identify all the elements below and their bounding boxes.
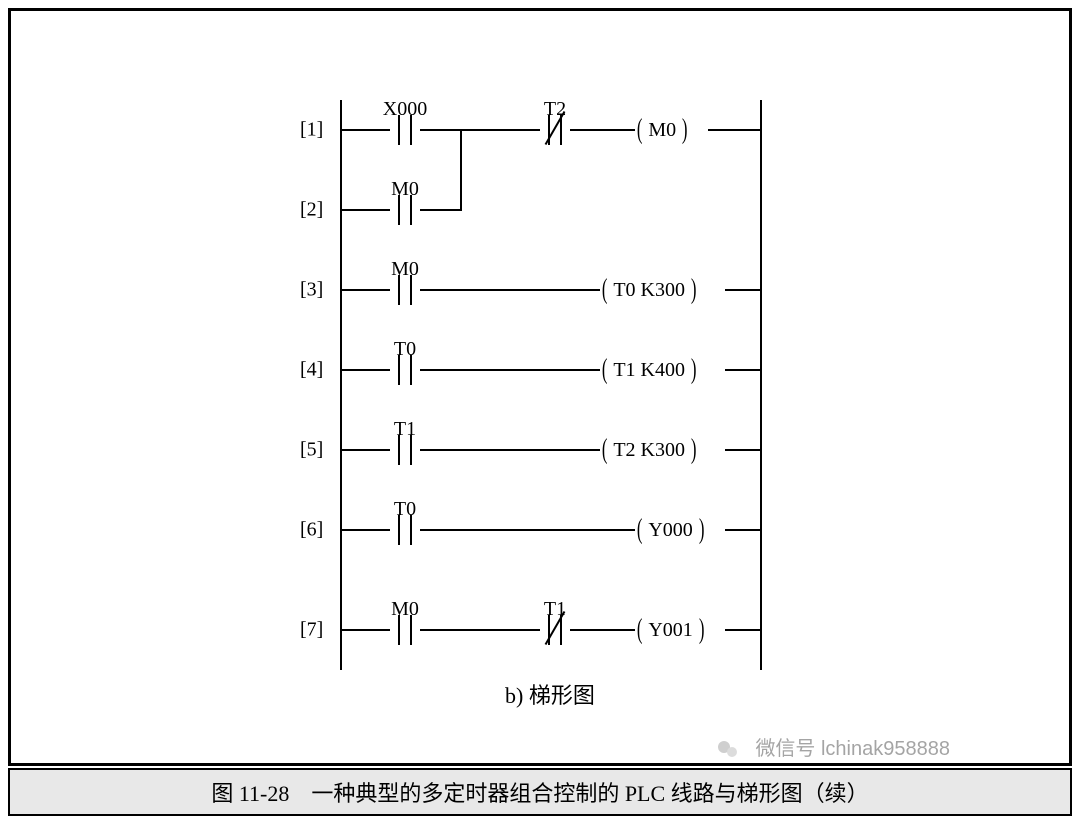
wechat-icon: [716, 737, 740, 761]
watermark-text: 微信号 lchinak958888: [755, 732, 950, 761]
wire: [725, 289, 760, 291]
paren-left-icon: (: [637, 516, 643, 544]
wire: [570, 129, 635, 131]
caption-text: 图 11-28 一种典型的多定时器组合控制的 PLC 线路与梯形图（续）: [211, 776, 868, 808]
wire: [725, 449, 760, 451]
rung-label: [6]: [300, 519, 323, 542]
rung-label: [2]: [300, 199, 323, 222]
coil-text: T1 K400: [609, 359, 689, 382]
wire: [725, 529, 760, 531]
contact-label: X000: [383, 98, 427, 121]
wire: [420, 369, 600, 371]
wire: [340, 209, 390, 211]
wire: [340, 629, 390, 631]
wire: [420, 129, 540, 131]
wire: [420, 529, 635, 531]
coil-text: Y000: [644, 519, 696, 542]
wire: [420, 209, 462, 211]
rail-right: [760, 100, 762, 670]
paren-right-icon: ): [682, 116, 688, 144]
rung-label: [7]: [300, 619, 323, 642]
rung-label: [3]: [300, 279, 323, 302]
wire: [570, 629, 635, 631]
coil: ( T1 K400 ): [600, 353, 698, 387]
paren-left-icon: (: [602, 276, 608, 304]
wire: [420, 289, 600, 291]
coil-text: T2 K300: [609, 439, 689, 462]
contact-label: T1: [394, 418, 416, 441]
coil: ( M0 ): [635, 113, 689, 147]
coil-text: M0: [644, 119, 680, 142]
wire: [708, 129, 760, 131]
contact-label: T2: [544, 98, 566, 121]
wire: [460, 129, 462, 211]
contact-label: T0: [394, 498, 416, 521]
paren-left-icon: (: [637, 616, 643, 644]
paren-left-icon: (: [602, 356, 608, 384]
paren-right-icon: ): [699, 516, 705, 544]
rung-label: [4]: [300, 359, 323, 382]
wire: [420, 629, 540, 631]
paren-left-icon: (: [602, 436, 608, 464]
coil: ( Y001 ): [635, 613, 706, 647]
wire: [340, 129, 390, 131]
contact-label: M0: [391, 258, 419, 281]
wire: [725, 629, 760, 631]
contact-label: M0: [391, 598, 419, 621]
rail-left: [340, 100, 342, 670]
ladder-diagram: [1] X000 T2 ( M0 ) [2] M0 [3] M0 ( T0 K3…: [280, 100, 800, 700]
paren-right-icon: ): [691, 276, 697, 304]
coil: ( Y000 ): [635, 513, 706, 547]
coil-text: Y001: [644, 619, 696, 642]
rung-label: [5]: [300, 439, 323, 462]
coil: ( T0 K300 ): [600, 273, 698, 307]
paren-right-icon: ): [691, 436, 697, 464]
wire: [340, 529, 390, 531]
wire: [340, 369, 390, 371]
sub-caption: b) 梯形图: [505, 678, 595, 710]
contact-label: M0: [391, 178, 419, 201]
rung-label: [1]: [300, 119, 323, 142]
paren-right-icon: ): [699, 616, 705, 644]
wire: [725, 369, 760, 371]
contact-label: T0: [394, 338, 416, 361]
contact-label: T1: [544, 598, 566, 621]
wire: [420, 449, 600, 451]
paren-left-icon: (: [637, 116, 643, 144]
paren-right-icon: ): [691, 356, 697, 384]
coil-text: T0 K300: [609, 279, 689, 302]
wire: [340, 289, 390, 291]
wire: [340, 449, 390, 451]
figure-caption: 图 11-28 一种典型的多定时器组合控制的 PLC 线路与梯形图（续）: [8, 768, 1072, 816]
coil: ( T2 K300 ): [600, 433, 698, 467]
